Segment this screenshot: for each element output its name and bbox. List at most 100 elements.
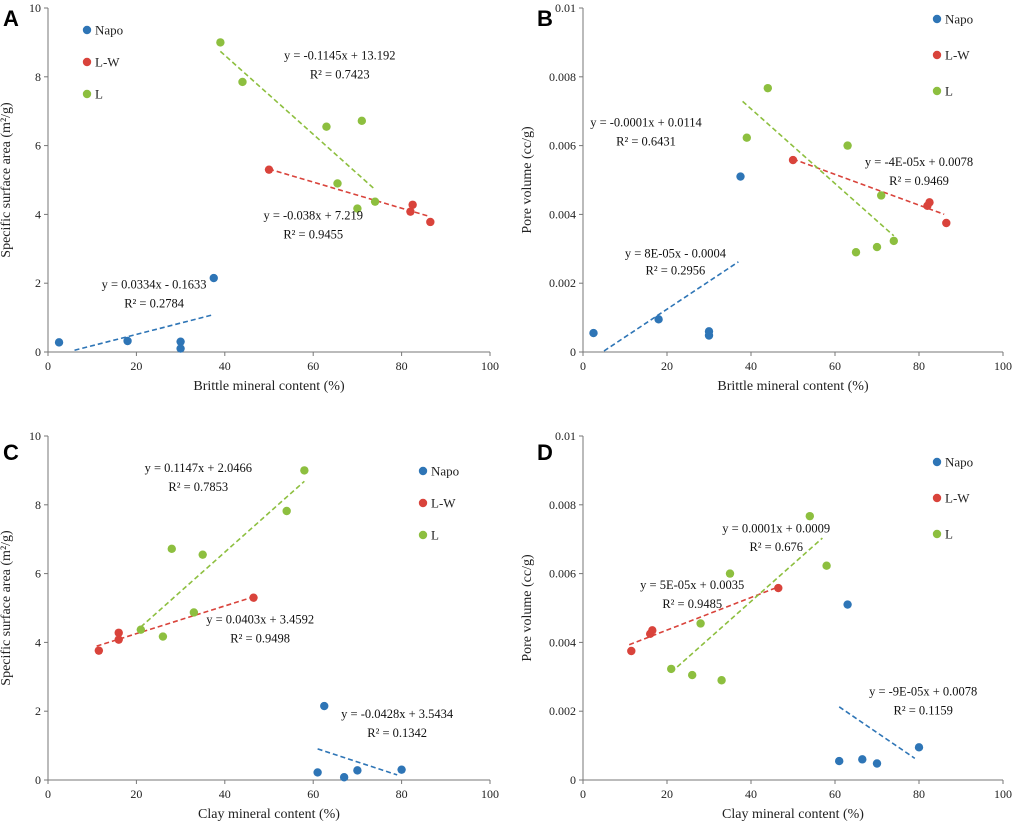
trendline-equation: y = 0.0001x + 0.0009: [722, 521, 830, 535]
data-point-napo: [654, 315, 663, 324]
legend-marker-l-w: [932, 50, 942, 60]
y-tick-label: 0.002: [549, 276, 576, 290]
x-tick-label: 80: [913, 359, 925, 373]
data-point-l-w: [648, 626, 657, 635]
trendline-napo: [317, 748, 398, 776]
y-tick-label: 0.01: [555, 1, 576, 15]
data-point-l: [889, 236, 898, 246]
trendline-equation: R² = 0.2956: [646, 264, 706, 278]
data-point-l: [667, 664, 676, 674]
x-tick-label: 60: [307, 787, 319, 801]
legend-marker-l: [82, 89, 92, 99]
trendline-equation: y = 0.1147x + 2.0466: [145, 461, 252, 475]
data-point-l: [725, 569, 735, 578]
y-tick-label: 0.006: [549, 567, 576, 581]
legend-marker-l-w: [82, 57, 92, 67]
trendline-l: [140, 480, 305, 628]
data-point-l-w: [114, 635, 123, 644]
data-point-l: [333, 179, 342, 188]
y-tick-label: 0.008: [549, 70, 576, 84]
data-point-l: [872, 242, 882, 252]
y-tick-label: 0.006: [549, 139, 576, 153]
data-point-l-w: [406, 207, 415, 216]
trendline-equation: y = 0.0403x + 3.4592: [206, 612, 314, 626]
trendline-equation: y = 5E-05x + 0.0035: [640, 578, 744, 592]
panel-letter: D: [537, 440, 553, 465]
trendline-equation: R² = 0.1159: [894, 704, 953, 718]
data-point-napo: [123, 336, 132, 346]
y-tick-label: 0: [35, 773, 41, 787]
data-point-l: [696, 619, 705, 628]
legend-label: Napo: [945, 12, 973, 27]
data-point-l: [189, 608, 199, 617]
data-point-l: [198, 550, 207, 559]
trendline-equation: y = -4E-05x + 0.0078: [865, 155, 973, 169]
x-tick-label: 60: [307, 359, 319, 373]
data-point-l-w: [426, 217, 435, 227]
legend-marker-l: [932, 86, 942, 96]
legend-label: L-W: [95, 55, 120, 70]
x-tick-label: 100: [481, 787, 499, 801]
legend-marker-napo: [418, 466, 428, 476]
legend-label: L: [945, 527, 953, 542]
data-point-l-w: [627, 646, 636, 656]
data-point-l: [300, 466, 309, 475]
y-tick-label: 2: [35, 276, 41, 290]
x-axis-title: Brittle mineral content (%): [717, 379, 869, 394]
trendline-equation: R² = 0.9498: [230, 631, 290, 645]
data-point-l: [357, 116, 367, 126]
trendline-equation: R² = 0.9455: [283, 227, 343, 241]
data-point-l: [742, 133, 751, 142]
x-tick-label: 0: [45, 787, 51, 801]
trendline-equation: R² = 0.9485: [662, 597, 722, 611]
data-point-napo: [54, 338, 64, 347]
y-tick-label: 0: [570, 345, 576, 359]
legend-label: L: [431, 528, 439, 543]
legend-label: Napo: [431, 464, 459, 479]
y-axis-title: Pore volume (cc/g): [520, 554, 535, 662]
legend-label: Napo: [95, 23, 123, 38]
data-point-napo: [843, 600, 852, 609]
data-point-l: [216, 38, 225, 47]
data-point-napo: [589, 328, 598, 338]
data-point-napo: [914, 743, 924, 752]
x-tick-label: 60: [829, 787, 841, 801]
data-point-l: [843, 141, 852, 150]
trendline-equation: R² = 0.9469: [889, 174, 949, 188]
trendline-equation: R² = 0.7853: [168, 480, 228, 494]
y-axis-title: Pore volume (cc/g): [520, 126, 535, 234]
data-point-l-w: [942, 218, 951, 228]
y-axis-title: Specific surface area (m²/g): [0, 530, 14, 686]
x-tick-label: 40: [745, 787, 757, 801]
legend-label: Napo: [945, 455, 973, 470]
data-point-l-w: [788, 155, 798, 165]
data-point-l: [688, 670, 697, 680]
trendline-l: [742, 100, 895, 237]
y-tick-label: 0: [35, 345, 41, 359]
trendline-l-w: [268, 168, 429, 217]
legend-label: L-W: [945, 491, 970, 506]
trendline-equation: y = 0.0334x - 0.1633: [102, 277, 207, 291]
data-point-l-w: [408, 200, 417, 209]
trendline-napo: [74, 314, 212, 352]
x-tick-label: 0: [45, 359, 51, 373]
x-tick-label: 40: [745, 359, 757, 373]
x-tick-label: 100: [994, 359, 1012, 373]
data-point-l: [353, 204, 362, 213]
data-point-l: [282, 506, 291, 516]
data-point-l-w: [114, 628, 123, 637]
data-point-l-w: [925, 198, 934, 207]
y-tick-label: 0: [570, 773, 576, 787]
trendline-l: [670, 537, 823, 673]
data-point-l-w: [774, 583, 783, 593]
legend-label: L-W: [431, 496, 456, 511]
legend-marker-l: [932, 529, 942, 539]
legend-label: L: [95, 87, 103, 102]
data-point-napo: [704, 331, 714, 340]
data-point-napo: [736, 172, 745, 181]
legend-marker-l-w: [932, 493, 942, 503]
panel-letter: A: [3, 6, 19, 31]
legend-marker-l-w: [418, 498, 428, 508]
